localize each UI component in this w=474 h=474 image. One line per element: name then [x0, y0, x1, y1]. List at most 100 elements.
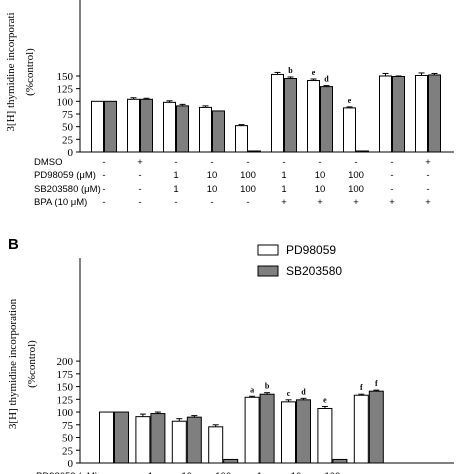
condition-value: 1 — [281, 184, 286, 195]
bar-pd98059 — [99, 411, 114, 464]
condition-value: 100 — [324, 471, 340, 474]
condition-value: - — [210, 197, 213, 208]
y-tick-label: 75 — [62, 420, 74, 432]
bar-sb203580 — [176, 105, 189, 153]
condition-value: + — [137, 157, 143, 168]
condition-value: 100 — [240, 170, 256, 181]
bar-pd98059 — [127, 98, 140, 153]
bar-pd98059 — [343, 107, 356, 153]
condition-value: - — [138, 197, 141, 208]
condition-value: 1 — [173, 184, 178, 195]
bar-sb203580 — [140, 98, 153, 153]
bar-pd98059 — [235, 125, 248, 153]
condition-value: - — [102, 184, 105, 195]
condition-row-label: PD98059 (μM) — [34, 170, 96, 181]
condition-value: - — [174, 157, 177, 168]
condition-value: - — [426, 170, 429, 181]
legend-swatch — [257, 244, 279, 256]
condition-row-label: SB203580 (μM) — [34, 184, 101, 195]
y-tick-label: 25 — [62, 134, 74, 146]
condition-value: - — [426, 184, 429, 195]
condition-value: - — [318, 157, 321, 168]
significance-label: f — [360, 383, 363, 392]
condition-value: - — [390, 184, 393, 195]
y-tick-label: 175 — [57, 369, 74, 381]
condition-value: 10 — [315, 170, 326, 181]
y-axis-title-unit: (%control) — [24, 48, 36, 96]
y-axis-title: 3[H] thymidine incorporation — [7, 298, 19, 429]
y-tick-label: 125 — [57, 84, 74, 96]
bar-pd98059 — [379, 75, 392, 153]
y-tick-label: 50 — [62, 122, 74, 134]
bar-pd98059 — [244, 396, 260, 464]
condition-value: 100 — [348, 170, 364, 181]
condition-value: 100 — [348, 184, 364, 195]
bar-sb203580 — [186, 416, 202, 464]
y-tick-label: 75 — [62, 109, 74, 121]
bar-sb203580 — [212, 110, 225, 153]
condition-value: + — [425, 157, 431, 168]
condition-value: 10 — [315, 184, 326, 195]
panel-label: B — [8, 236, 19, 253]
bar-pd98059 — [171, 420, 187, 464]
bar-pd98059 — [307, 80, 320, 153]
condition-value: - — [138, 170, 141, 181]
bar-pd98059 — [281, 401, 296, 464]
condition-row-label: DMSO — [34, 157, 63, 168]
significance-label: e — [323, 395, 327, 404]
condition-value: 10 — [207, 170, 218, 181]
condition-value: 1 — [173, 170, 178, 181]
condition-value: 10 — [182, 471, 193, 474]
condition-value: - — [102, 170, 105, 181]
condition-value: - — [246, 197, 249, 208]
y-axis-title: 3[H] thymidine incorporati — [5, 12, 17, 131]
y-tick-label: 0 — [68, 458, 74, 470]
condition-value: + — [353, 197, 359, 208]
bar-sb203580 — [296, 399, 311, 464]
y-tick-label: 125 — [57, 394, 74, 406]
bar-sb203580 — [150, 413, 166, 464]
bar-sb203580 — [248, 150, 261, 153]
significance-label: d — [301, 387, 306, 396]
y-tick-label: 150 — [57, 382, 74, 394]
bar-sb203580 — [392, 75, 405, 153]
significance-label: b — [265, 382, 270, 391]
condition-value: - — [174, 197, 177, 208]
bar-sb203580 — [332, 458, 348, 464]
legend-label: SB203580 — [286, 264, 342, 278]
condition-value: - — [112, 471, 115, 474]
bar-pd98059 — [317, 407, 333, 464]
condition-value: - — [246, 157, 249, 168]
y-tick-label: 25 — [62, 445, 74, 457]
condition-value: - — [102, 197, 105, 208]
bar-sb203580 — [223, 458, 239, 464]
condition-row-label: BPA (10 μM) — [34, 197, 87, 208]
condition-value: 1 — [257, 471, 262, 474]
bar-pd98059 — [208, 426, 224, 464]
bar-sb203580 — [356, 150, 369, 153]
condition-value: 1 — [281, 170, 286, 181]
legend-label: PD98059 — [286, 243, 336, 257]
condition-value: + — [317, 197, 323, 208]
y-tick-label: 200 — [57, 356, 74, 368]
bar-sb203580 — [259, 393, 275, 464]
condition-value: - — [282, 157, 285, 168]
y-tick-label: 0 — [68, 147, 74, 159]
condition-value: 1 — [148, 471, 153, 474]
condition-value: - — [102, 157, 105, 168]
significance-label: a — [250, 385, 254, 394]
significance-label: b — [288, 66, 293, 75]
bar-pd98059 — [199, 106, 212, 153]
condition-value: - — [390, 157, 393, 168]
bar-sb203580 — [104, 100, 117, 153]
condition-value: - — [367, 471, 370, 474]
bar-pd98059 — [163, 101, 176, 153]
condition-value: - — [210, 157, 213, 168]
significance-label: f — [375, 379, 378, 388]
condition-value: 10 — [291, 471, 302, 474]
condition-value: 100 — [215, 471, 231, 474]
legend-swatch — [257, 265, 279, 277]
bar-sb203580 — [428, 74, 441, 153]
